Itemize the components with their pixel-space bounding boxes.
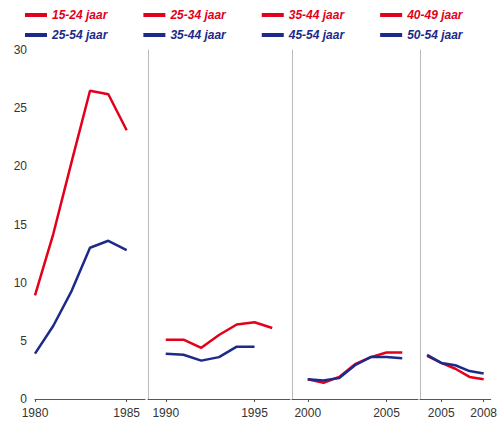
svg-text:1995: 1995 <box>241 406 268 420</box>
svg-text:2005: 2005 <box>373 406 400 420</box>
svg-text:50-54 jaar: 50-54 jaar <box>407 28 464 42</box>
svg-text:15: 15 <box>14 218 28 232</box>
svg-text:20: 20 <box>14 159 28 173</box>
svg-text:25: 25 <box>14 101 28 115</box>
svg-text:1985: 1985 <box>113 406 140 420</box>
svg-text:30: 30 <box>14 43 28 57</box>
svg-text:0: 0 <box>20 392 27 406</box>
svg-text:5: 5 <box>20 334 27 348</box>
svg-text:35-44 jaar: 35-44 jaar <box>170 28 227 42</box>
svg-text:40-49 jaar: 40-49 jaar <box>406 8 464 22</box>
svg-text:45-54 jaar: 45-54 jaar <box>288 28 346 42</box>
svg-text:10: 10 <box>14 276 28 290</box>
svg-text:25-34 jaar: 25-34 jaar <box>169 8 227 22</box>
svg-text:35-44 jaar: 35-44 jaar <box>289 8 346 22</box>
svg-text:2008: 2008 <box>470 406 497 420</box>
svg-text:2005: 2005 <box>428 406 455 420</box>
svg-text:25-54 jaar: 25-54 jaar <box>51 28 109 42</box>
svg-text:1980: 1980 <box>22 406 49 420</box>
svg-text:2000: 2000 <box>294 406 321 420</box>
svg-text:15-24 jaar: 15-24 jaar <box>52 8 109 22</box>
svg-text:1990: 1990 <box>152 406 179 420</box>
